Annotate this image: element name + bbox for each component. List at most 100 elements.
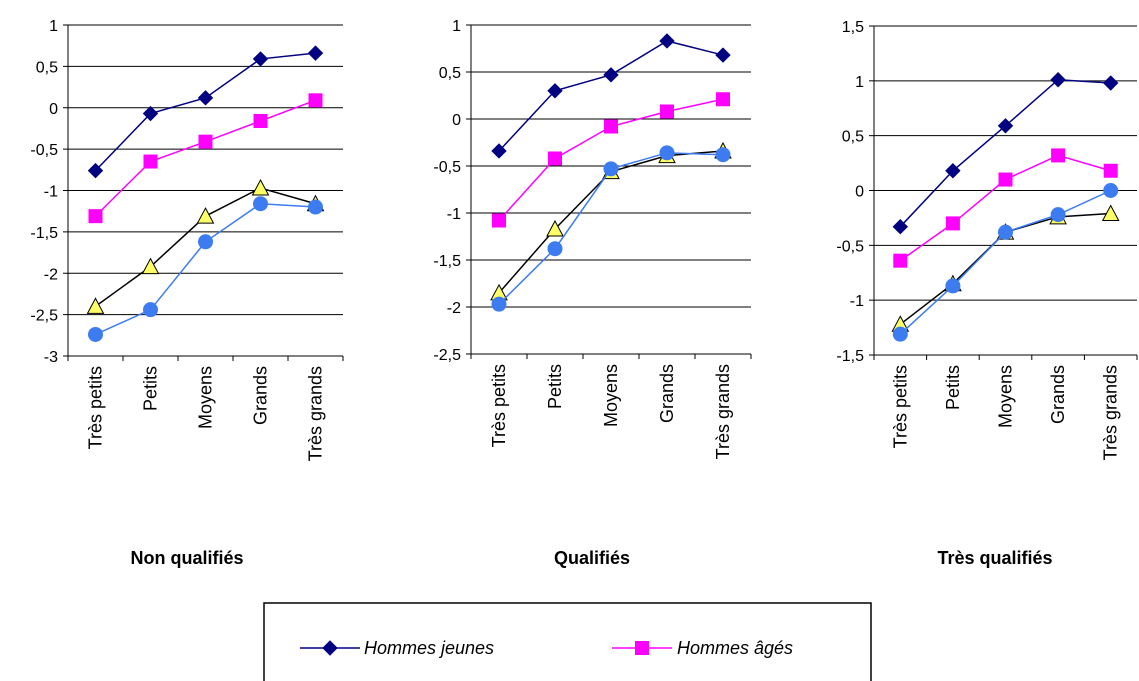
legend-marker <box>322 640 338 656</box>
series-femmes-agees <box>88 196 323 342</box>
x-tick-label: Petits <box>141 366 161 411</box>
x-tick-label: Petits <box>545 364 565 409</box>
series-hommes-ages <box>88 93 323 224</box>
y-tick-label: -0,5 <box>30 142 58 159</box>
x-tick-label: Très petits <box>890 365 910 448</box>
y-tick-label: -1 <box>850 293 864 310</box>
data-point <box>546 219 564 237</box>
y-tick-label: 0,5 <box>439 65 461 82</box>
data-point <box>491 143 507 159</box>
data-point <box>893 253 908 268</box>
data-point <box>252 51 269 67</box>
x-tick-label: Grands <box>251 366 271 425</box>
x-tick-label: Très grands <box>306 366 326 461</box>
y-tick-label: 0,5 <box>842 129 864 146</box>
data-point <box>143 302 158 318</box>
series-line <box>94 52 316 172</box>
data-point <box>308 199 323 215</box>
data-point <box>660 104 674 119</box>
chart-panel-qualifies: 1 0,5 0 -0,5 -1 -1,5 -2 -2,5 Très petits Petits Mo… <box>433 18 752 568</box>
panel-title: Qualifiés <box>554 548 630 568</box>
x-tick-label: Grands <box>1048 365 1068 424</box>
data-point <box>142 105 159 122</box>
series-femmes-agees <box>892 183 1119 342</box>
data-point <box>716 92 730 107</box>
y-tick-label: -0,5 <box>433 159 461 176</box>
series-line <box>498 40 724 152</box>
data-point <box>307 45 324 61</box>
x-tick-label: Très petits <box>86 366 106 449</box>
series-hommes-ages <box>492 92 730 228</box>
y-tick-label: -1,5 <box>836 348 864 365</box>
data-point <box>87 162 104 179</box>
series-hommes-jeunes <box>491 33 731 159</box>
x-tick-label: Moyens <box>996 365 1016 428</box>
data-point <box>659 145 675 161</box>
y-tick-label: -2 <box>44 266 58 283</box>
data-point <box>603 67 619 83</box>
data-point <box>547 83 563 99</box>
y-tick-label: 1 <box>452 18 461 35</box>
data-point <box>945 278 961 294</box>
legend-box <box>263 602 872 681</box>
x-tick-label: Très petits <box>489 364 509 447</box>
data-point <box>198 234 213 250</box>
panel-title: Non qualifiés <box>130 548 243 568</box>
data-point <box>86 297 105 314</box>
y-tick-label: -1,5 <box>30 225 58 242</box>
data-point <box>548 151 562 166</box>
series-line <box>498 98 724 222</box>
data-point <box>1103 183 1119 198</box>
data-point <box>253 196 268 212</box>
data-point <box>892 326 908 342</box>
y-tick-label: -1 <box>44 184 58 201</box>
legend-entry-hommes-jeunes: Hommes jeunes <box>300 638 494 658</box>
data-point <box>945 163 961 179</box>
data-point <box>141 257 160 275</box>
data-point <box>715 147 731 163</box>
data-point <box>197 90 214 106</box>
y-tick-label: -2 <box>447 300 461 317</box>
series-hommes-jeunes <box>87 45 324 179</box>
y-tick-label: -3 <box>44 349 58 366</box>
x-tick-label: Petits <box>943 365 963 410</box>
x-tick-label: Moyens <box>601 364 621 427</box>
data-point <box>196 207 215 224</box>
legend-label: Hommes jeunes <box>364 638 494 658</box>
data-point <box>604 119 618 134</box>
data-point <box>547 241 563 257</box>
data-point <box>491 296 507 312</box>
series-line <box>94 99 316 217</box>
series-hommes-jeunes <box>892 72 1119 235</box>
data-point <box>88 326 103 342</box>
legend-marker <box>635 641 649 655</box>
y-tick-label: -1 <box>447 206 461 223</box>
data-point <box>251 178 270 196</box>
data-point <box>998 172 1013 187</box>
legend-entry-hommes-ages: Hommes âgés <box>612 638 793 658</box>
series-femmes-jeunes <box>891 204 1120 332</box>
x-tick-label: Très grands <box>713 364 733 459</box>
data-point <box>997 118 1014 134</box>
y-tick-label: 1 <box>855 74 864 91</box>
series-femmes-agees <box>491 145 731 312</box>
data-point <box>1102 75 1119 91</box>
data-point <box>998 224 1013 240</box>
y-tick-label: -2,5 <box>433 347 461 364</box>
data-point <box>1103 163 1118 178</box>
data-point <box>892 218 909 235</box>
data-point <box>492 213 506 228</box>
legend-label: Hommes âgés <box>677 638 793 658</box>
y-tick-label: -2,5 <box>30 308 58 325</box>
chart-panel-non-qualifies: 1 0,5 0 -0,5 -1 -1,5 -2 -2,5 -3 Très petits Petits… <box>30 18 344 568</box>
data-point <box>1101 204 1120 222</box>
data-point <box>1050 72 1066 88</box>
y-tick-label: 0,5 <box>36 59 58 76</box>
x-tick-label: Grands <box>657 364 677 423</box>
data-point <box>715 47 731 63</box>
data-point <box>1050 207 1066 223</box>
y-tick-label: -1,5 <box>433 253 461 270</box>
panel-title: Très qualifiés <box>937 548 1052 568</box>
data-point <box>253 113 268 128</box>
